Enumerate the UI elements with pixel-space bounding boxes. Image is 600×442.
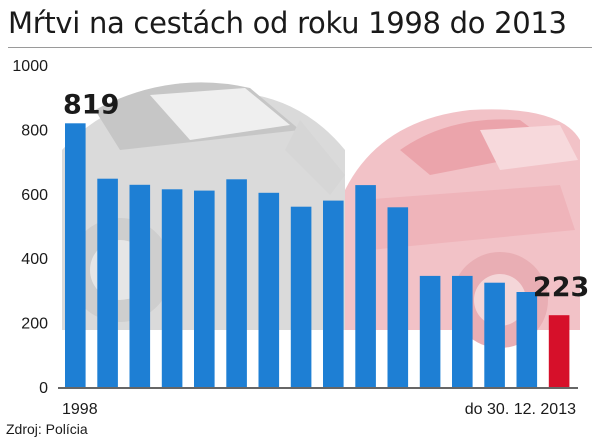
bar-1998 — [65, 123, 86, 388]
bar-2006 — [323, 200, 344, 387]
y-axis-ticks: 0 200 400 600 800 1000 — [12, 58, 48, 397]
y-tick-label: 1000 — [12, 58, 48, 75]
source-note: Zdroj: Polícia — [6, 421, 88, 437]
bar-2000 — [129, 184, 151, 387]
y-tick-label: 600 — [21, 187, 48, 204]
bar-2008 — [387, 207, 409, 387]
bar-2013 — [548, 315, 570, 387]
bar-2003 — [226, 179, 247, 387]
data-labels: 819 223 — [63, 89, 589, 303]
x-label-last: do 30. 12. 2013 — [465, 401, 576, 418]
bar-2012 — [516, 292, 538, 387]
bar-series — [65, 123, 570, 388]
data-label-first: 819 — [63, 89, 119, 120]
bar-2001 — [161, 189, 183, 387]
bar-2004 — [258, 192, 280, 387]
y-tick-label: 800 — [21, 122, 48, 139]
bar-2007 — [355, 185, 376, 387]
x-label-first: 1998 — [62, 401, 98, 418]
title-divider — [8, 47, 592, 48]
bar-2011 — [484, 282, 505, 387]
data-label-last: 223 — [533, 272, 589, 303]
x-axis-labels: 1998 do 30. 12. 2013 — [62, 401, 576, 418]
bar-2005 — [290, 206, 312, 387]
y-tick-label: 0 — [39, 380, 48, 397]
bar-2002 — [194, 190, 215, 387]
bar-1999 — [97, 178, 118, 387]
chart-title: Mŕtvi na cestách od roku 1998 do 2013 — [8, 6, 567, 40]
y-tick-label: 200 — [21, 316, 48, 333]
bar-2009 — [419, 275, 441, 387]
bar-2010 — [452, 275, 473, 387]
y-tick-label: 400 — [21, 251, 48, 268]
